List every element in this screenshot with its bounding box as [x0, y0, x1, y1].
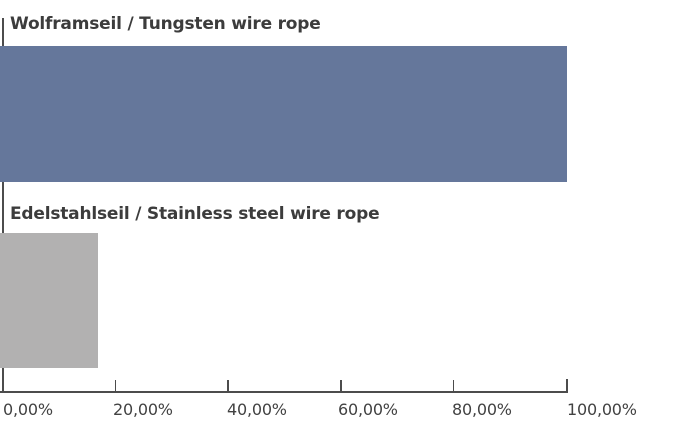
x-tick-label-80: 80,00% [452, 400, 512, 419]
bar-label-tungsten-wire-rope: Wolframseil / Tungsten wire rope [10, 14, 321, 34]
x-tick-label-40: 40,00% [227, 400, 287, 419]
x-axis-line [0, 391, 568, 393]
x-tick-label-100: 100,00% [567, 400, 637, 419]
x-tick-label-60: 60,00% [338, 400, 398, 419]
y-axis-line [2, 18, 4, 392]
bar-stainless-steel-wire-rope [0, 233, 98, 368]
x-tick-80 [452, 380, 454, 391]
bar-tungsten-wire-rope [0, 46, 567, 182]
bar-label-stainless-steel-wire-rope: Edelstahlseil / Stainless steel wire rop… [10, 204, 380, 224]
x-tick-label-20: 20,00% [113, 400, 173, 419]
x-tick-60 [340, 380, 342, 391]
x-tick-20 [114, 380, 116, 391]
x-tick-100-end-cap [566, 379, 568, 393]
x-tick-label-0: 0,00% [3, 400, 53, 419]
x-tick-40 [227, 380, 229, 391]
